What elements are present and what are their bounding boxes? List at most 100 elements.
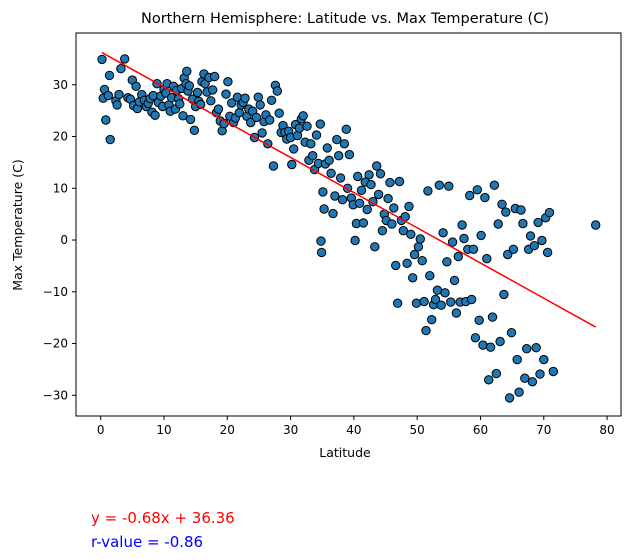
y-ticks: −30 −20 −10 0 10 20 30: [43, 78, 76, 402]
regression-layer: [101, 51, 597, 328]
data-point: [234, 108, 245, 118]
data-point: [316, 247, 327, 258]
y-tick-label: 30: [53, 78, 68, 92]
data-point: [542, 247, 553, 258]
data-point: [472, 185, 482, 195]
data-point: [427, 315, 437, 325]
regression-equation: y = -0.68x + 36.36: [91, 509, 235, 527]
y-tick-label: 10: [53, 181, 68, 195]
data-point: [375, 169, 386, 179]
data-point: [392, 298, 403, 308]
data-point: [504, 393, 515, 403]
data-point: [501, 207, 511, 217]
data-point: [527, 377, 538, 387]
data-point: [366, 179, 376, 190]
data-point: [442, 257, 452, 267]
data-point: [316, 236, 326, 246]
data-point: [322, 143, 332, 153]
data-point: [287, 159, 297, 170]
data-point: [105, 134, 115, 145]
data-point: [497, 199, 507, 210]
data-point: [531, 343, 541, 353]
data-point: [101, 115, 111, 125]
data-point: [385, 177, 395, 188]
data-point: [353, 171, 363, 182]
data-point: [223, 77, 233, 87]
data-point: [97, 54, 107, 65]
data-point: [257, 128, 267, 138]
data-point: [417, 256, 427, 266]
x-tick-label: 70: [536, 423, 551, 437]
data-point: [358, 218, 369, 228]
data-point: [372, 161, 382, 171]
data-point: [356, 185, 367, 196]
data-point: [409, 249, 420, 260]
data-point: [591, 220, 601, 230]
data-point: [373, 189, 384, 200]
plot-frame: [75, 32, 622, 417]
data-point: [104, 70, 115, 81]
data-point: [330, 191, 340, 201]
x-tick-label: 60: [473, 423, 488, 437]
data-point: [520, 373, 530, 383]
data-point: [408, 273, 418, 283]
data-point: [529, 241, 539, 251]
data-point: [364, 170, 374, 180]
data-point: [457, 220, 467, 230]
data-point: [131, 81, 141, 92]
data-point: [344, 149, 355, 160]
regression-line: [101, 51, 597, 328]
data-point: [398, 226, 408, 236]
data-point: [272, 86, 282, 96]
y-tick-label: −10: [43, 285, 68, 299]
y-axis-label: Max Temperature (C): [10, 159, 25, 290]
data-point: [495, 336, 505, 347]
data-point: [522, 344, 532, 354]
data-point: [544, 207, 555, 218]
points-layer: [97, 54, 601, 403]
data-point: [289, 144, 299, 154]
data-point: [213, 104, 224, 114]
data-point: [485, 342, 496, 352]
data-point: [447, 237, 458, 247]
data-point: [221, 89, 231, 99]
data-point: [535, 369, 545, 379]
data-point: [391, 260, 401, 271]
data-point: [189, 125, 200, 136]
data-point: [266, 95, 277, 106]
data-point: [227, 98, 237, 108]
data-point: [362, 204, 372, 215]
data-point: [444, 181, 454, 191]
data-point: [449, 275, 460, 286]
data-point: [240, 93, 250, 103]
data-point: [116, 64, 126, 74]
data-point: [377, 226, 388, 236]
data-point: [434, 180, 444, 190]
data-point: [354, 198, 365, 209]
data-point: [421, 325, 431, 336]
data-point: [402, 258, 412, 268]
data-point: [451, 308, 462, 318]
data-point: [404, 201, 414, 212]
data-point: [430, 294, 441, 305]
data-point: [150, 110, 160, 121]
chart-title: Northern Hemisphere: Latitude vs. Max Te…: [141, 11, 549, 27]
data-point: [339, 139, 350, 149]
data-point: [465, 190, 475, 201]
data-point: [206, 96, 216, 106]
data-point: [251, 112, 262, 123]
data-point: [315, 119, 325, 129]
data-point: [335, 173, 346, 183]
data-point: [120, 54, 130, 64]
data-point: [274, 108, 284, 118]
data-point: [308, 151, 318, 161]
data-point: [268, 161, 279, 171]
y-tick-label: 20: [53, 130, 68, 144]
data-point: [503, 249, 513, 260]
data-point: [506, 328, 517, 338]
data-point: [539, 354, 549, 365]
data-point: [255, 100, 265, 110]
data-point: [470, 333, 481, 343]
data-point: [387, 219, 397, 229]
data-point: [370, 242, 380, 252]
